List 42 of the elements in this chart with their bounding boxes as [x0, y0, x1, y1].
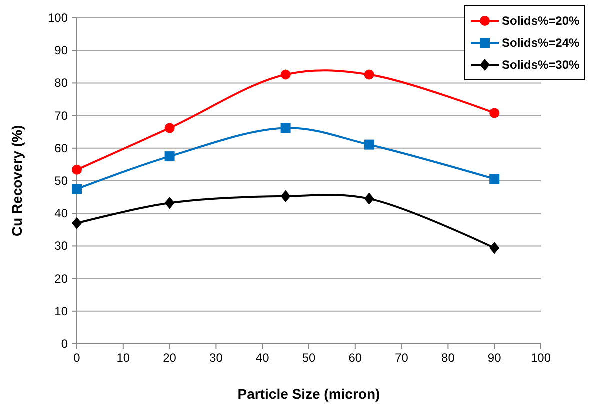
x-tick-label: 90 [488, 351, 502, 365]
point [490, 174, 500, 184]
x-tick-label: 30 [210, 351, 224, 365]
point [490, 108, 500, 118]
y-tick-label: 100 [48, 11, 68, 25]
y-tick-label: 30 [54, 239, 68, 254]
x-tick-label: 100 [530, 351, 552, 365]
x-tick-label: 50 [302, 351, 316, 365]
y-tick-label: 70 [54, 108, 68, 123]
point [280, 190, 291, 202]
point [490, 242, 500, 254]
x-tick-label: 20 [163, 351, 177, 365]
y-tick-label: 80 [54, 76, 68, 90]
x-tick-label: 80 [442, 351, 456, 365]
y-axis-title: Cu Recovery (%) [9, 125, 25, 237]
y-tick-label: 0 [61, 337, 68, 351]
point [72, 217, 82, 230]
y-tick-label: 20 [54, 272, 68, 286]
y-tick-label: 10 [54, 304, 68, 318]
legend-label: Solids%=24% [502, 36, 580, 50]
legend-label: Solids%=30% [502, 58, 580, 72]
x-tick-label: 70 [395, 351, 409, 365]
y-tick-label: 40 [54, 206, 68, 221]
y-tick-label: 50 [54, 174, 68, 188]
x-axis-title: Particle Size (micron) [238, 386, 380, 402]
y-tick-label: 90 [54, 44, 68, 58]
point [72, 164, 82, 175]
point [364, 140, 374, 150]
point [280, 123, 291, 134]
x-tick-label: 0 [74, 351, 81, 365]
point [164, 123, 175, 134]
point [164, 152, 175, 162]
point [72, 184, 82, 194]
x-tick-label: 60 [348, 351, 362, 365]
legend-label: Solids%=20% [502, 14, 580, 28]
x-tick-label: 40 [256, 351, 270, 365]
y-tick-label: 60 [54, 141, 68, 156]
point [364, 70, 374, 80]
point [164, 197, 175, 210]
point [280, 70, 291, 80]
x-tick-label: 10 [116, 351, 130, 365]
point [364, 192, 374, 205]
